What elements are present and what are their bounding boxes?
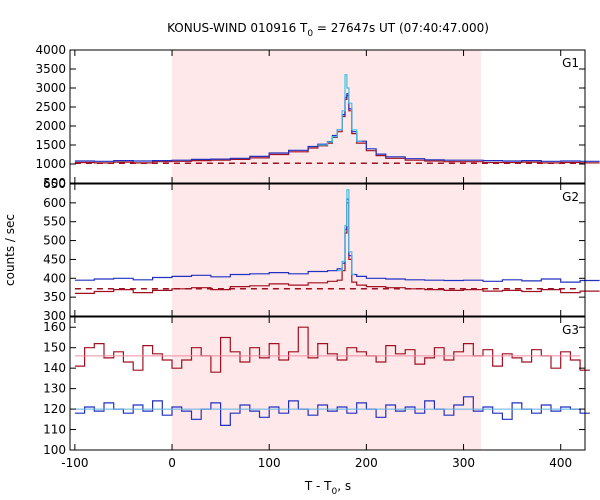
series-blue — [74, 198, 600, 283]
y-tick-label: 650 — [43, 177, 66, 191]
x-tick-label: -100 — [61, 456, 88, 470]
y-tick-label: 500 — [43, 176, 66, 190]
y-tick-label: 160 — [43, 320, 66, 334]
series-cyan — [317, 74, 362, 146]
highlight-band — [172, 184, 482, 316]
y-tick-label: 3000 — [35, 81, 66, 95]
y-tick-label: 100 — [43, 443, 66, 457]
x-tick-label: 200 — [355, 456, 378, 470]
y-tick-label: 600 — [43, 196, 66, 210]
panel-frame — [69, 316, 586, 451]
y-tick-label: 500 — [43, 234, 66, 248]
y-tick-label: 1500 — [35, 138, 66, 152]
panel-g3: 100 110 120 130 140 150 160 G3 -100 0 100 200 300 400 — [43, 316, 590, 470]
panel-label: G1 — [562, 56, 579, 70]
highlight-band — [172, 317, 482, 450]
y-tick-label: 550 — [43, 215, 66, 229]
panel-frame — [69, 183, 586, 317]
y-tick-label: 4000 — [35, 43, 66, 57]
x-axis-label: T - T0, s — [304, 479, 351, 497]
series-red — [74, 95, 600, 164]
y-tick-label: 110 — [43, 423, 66, 437]
y-tick-label: 400 — [43, 271, 66, 285]
x-tick-label: 300 — [452, 456, 475, 470]
chart-title: KONUS-WIND 010916 T0 = 27647s UT (07:40:… — [167, 21, 489, 39]
x-tick-label: 100 — [258, 456, 281, 470]
panel-g1: 500 1000 1500 2000 2500 3000 3500 4000 G1 — [35, 43, 600, 190]
y-axis-label: counts / sec — [3, 214, 17, 286]
y-tick-label: 3500 — [35, 62, 66, 76]
y-tick-label: 120 — [43, 402, 66, 416]
panel-label: G3 — [562, 323, 579, 337]
y-tick-label: 2000 — [35, 119, 66, 133]
y-tick-label: 450 — [43, 252, 66, 266]
y-tick-label: 350 — [43, 290, 66, 304]
series-cyan — [337, 189, 355, 276]
y-tick-label: 300 — [43, 309, 66, 323]
x-tick-label: 0 — [168, 456, 176, 470]
y-tick-label: 140 — [43, 361, 66, 375]
panels: 5001000150020002500300035004000G13003504… — [35, 43, 600, 470]
y-tick-label: 1000 — [35, 157, 66, 171]
x-tick-label: 400 — [549, 456, 572, 470]
series-blue — [74, 93, 600, 162]
y-tick-label: 130 — [43, 382, 66, 396]
y-tick-label: 2500 — [35, 100, 66, 114]
panel-frame — [69, 49, 586, 184]
series-red — [74, 326, 590, 373]
panel-g2: 300 350 400 450 500 550 600 650 G2 — [43, 177, 600, 323]
series-blue — [74, 396, 590, 426]
y-tick-label: 150 — [43, 341, 66, 355]
panel-label: G2 — [562, 190, 579, 204]
